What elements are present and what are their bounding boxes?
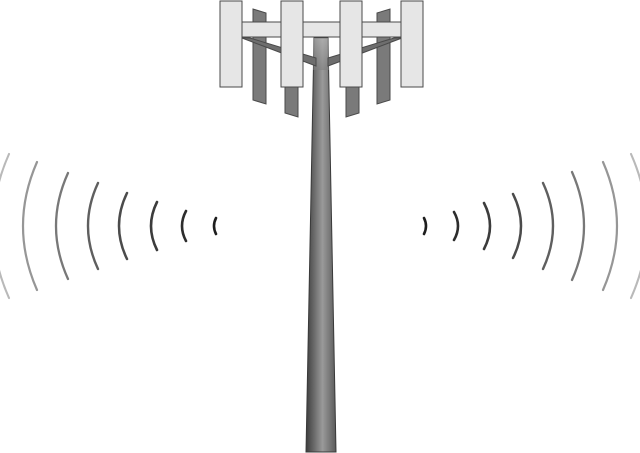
signal-waves-left [0, 152, 218, 300]
signal-wave-left-4 [117, 191, 129, 261]
signal-wave-right-2 [452, 210, 460, 242]
front-antenna-panels [219, 0, 424, 88]
tower-mast [305, 37, 337, 453]
signal-wave-left-1 [212, 216, 218, 236]
signal-wave-left-8 [0, 152, 11, 300]
signal-wave-left-3 [149, 200, 159, 252]
signal-wave-right-7 [601, 160, 619, 292]
signal-wave-right-4 [511, 192, 523, 260]
front-panel-1 [219, 0, 243, 88]
front-panel-3 [339, 0, 363, 88]
signal-waves-right [422, 152, 640, 300]
signal-wave-right-6 [570, 170, 586, 282]
signal-wave-right-1 [422, 216, 428, 236]
front-panel-4 [400, 0, 424, 88]
signal-wave-right-3 [482, 201, 492, 251]
antenna-crossbar [239, 21, 405, 38]
signal-wave-left-5 [86, 181, 100, 271]
signal-wave-left-6 [54, 171, 70, 281]
signal-wave-right-5 [541, 181, 555, 271]
signal-wave-right-8 [629, 152, 640, 300]
front-panel-2 [280, 0, 304, 88]
signal-wave-left-2 [180, 209, 188, 243]
signal-wave-left-7 [21, 160, 39, 292]
